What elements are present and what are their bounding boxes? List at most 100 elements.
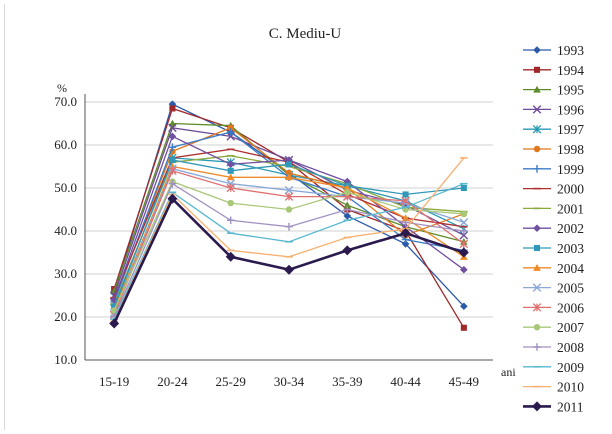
x-tick-label: 45-49 — [449, 374, 479, 389]
x-tick-label: 35-39 — [332, 374, 362, 389]
data-point-2004 — [343, 184, 352, 192]
series-lines — [109, 100, 469, 331]
data-point-2006 — [459, 239, 469, 249]
data-point-2006 — [226, 183, 235, 193]
data-point-2002 — [401, 222, 410, 231]
legend-label: 1999 — [557, 162, 584, 177]
x-tick-labels: 15-19 20-24 25-29 30-34 35-39 40-44 45-49 — [99, 374, 479, 389]
legend-entry-1995: 1995 — [523, 83, 584, 98]
data-point-2008 — [401, 218, 410, 227]
legend-swatch-marker — [532, 401, 542, 412]
data-point-2008 — [285, 222, 293, 231]
legend-swatch-marker — [533, 264, 541, 271]
legend-swatch-marker — [532, 303, 542, 312]
data-point-2006 — [284, 192, 294, 201]
data-point-2008 — [226, 216, 235, 225]
data-point-2003 — [402, 191, 409, 198]
data-point-1998 — [227, 124, 234, 132]
legend-label: 2010 — [557, 380, 584, 395]
series-2008 — [110, 179, 468, 321]
data-point-2011 — [284, 264, 294, 275]
legend-swatch-marker — [533, 165, 541, 173]
data-point-1994 — [460, 324, 467, 331]
y-tick-label: 60.0 — [54, 137, 77, 152]
legend-swatch-marker — [533, 145, 541, 153]
data-point-1996 — [168, 123, 177, 133]
data-point-2007 — [344, 189, 351, 196]
legend-entry-1997: 1997 — [523, 122, 584, 137]
data-point-2005 — [459, 218, 469, 227]
data-point-2003 — [227, 167, 234, 174]
legend-entry-2003: 2003 — [523, 241, 584, 256]
data-point-2007 — [227, 199, 234, 207]
data-point-1999 — [226, 128, 235, 136]
legend-label: 2003 — [557, 241, 584, 256]
x-tick-label: 15-19 — [99, 374, 129, 389]
legend-entry-2005: 2005 — [523, 281, 584, 296]
legend-entry-2002: 2002 — [523, 221, 584, 236]
legend-entry-2011: 2011 — [523, 399, 584, 414]
legend-label: 1993 — [557, 43, 584, 58]
legend-entry-2010: 2010 — [523, 380, 584, 395]
legend-swatch-marker — [532, 283, 542, 292]
series-line-2006 — [113, 170, 465, 316]
legend-label: 1995 — [557, 83, 584, 98]
legend-entry-2008: 2008 — [523, 340, 584, 355]
data-point-2006 — [401, 196, 410, 206]
x-tick-label: 40-44 — [390, 374, 421, 389]
legend-swatch-marker — [533, 323, 541, 331]
gridlines — [85, 101, 493, 318]
y-tick-labels: 10.0 20.0 30.0 40.0 50.0 60.0 70.0 — [54, 94, 77, 367]
data-point-2002 — [285, 156, 293, 164]
series-line-2011 — [112, 196, 465, 324]
legend-label: 2011 — [557, 399, 584, 414]
series-line-2007 — [113, 180, 464, 311]
y-tick-label: 70.0 — [54, 94, 77, 109]
legend-entry-2001: 2001 — [523, 201, 584, 216]
y-tick-label: 40.0 — [54, 223, 77, 238]
series-2011 — [109, 193, 469, 329]
data-point-1995 — [343, 201, 352, 209]
legend-label: 2007 — [557, 320, 584, 335]
series-2002 — [110, 132, 468, 304]
legend-entry-2009: 2009 — [523, 360, 584, 375]
data-point-2003 — [111, 303, 118, 310]
legend-swatch-marker — [533, 46, 541, 54]
x-tick-label: 30-34 — [274, 374, 305, 389]
y-tick-label: 50.0 — [54, 180, 77, 195]
data-point-2006 — [168, 166, 177, 176]
data-point-2005 — [284, 185, 294, 195]
legend-entry-2004: 2004 — [523, 261, 584, 276]
data-point-2011 — [458, 247, 469, 258]
axes — [84, 94, 493, 361]
data-point-1995 — [168, 119, 177, 127]
legend-label: 2008 — [557, 340, 584, 355]
legend-label: 1997 — [557, 122, 584, 137]
legend-swatch-marker — [533, 85, 541, 93]
data-point-2011 — [225, 251, 236, 262]
data-point-2008 — [168, 179, 177, 188]
legend-swatch-marker — [533, 244, 541, 252]
line-chart: C. Mediu-U % ani 10.0 20.0 30.0 40.0 50.0 60.… — [54, 26, 584, 414]
data-point-2011 — [167, 193, 178, 204]
data-point-1993 — [343, 212, 352, 220]
data-point-1993 — [401, 240, 410, 248]
legend-entry-1996: 1996 — [523, 102, 584, 117]
data-point-2003 — [169, 157, 176, 164]
data-point-2003 — [460, 184, 467, 192]
legend-label: 1994 — [557, 63, 584, 78]
legend-entry-1994: 1994 — [523, 63, 584, 78]
legend-entry-1993: 1993 — [523, 43, 584, 58]
chart-frame: C. Mediu-U % ani 10.0 20.0 30.0 40.0 50.0 60.… — [4, 4, 608, 430]
chart-title: C. Mediu-U — [269, 26, 342, 42]
data-point-2002 — [226, 160, 235, 169]
y-axis-label: % — [57, 81, 67, 95]
legend-entry-1999: 1999 — [523, 162, 584, 177]
data-point-1996 — [459, 231, 469, 240]
legend-label: 1998 — [557, 142, 584, 157]
y-tick-label: 20.0 — [54, 309, 77, 324]
legend-label: 2004 — [557, 261, 584, 276]
data-point-2002 — [168, 132, 177, 141]
y-tick-label: 10.0 — [54, 352, 77, 367]
data-point-2004 — [226, 173, 235, 181]
